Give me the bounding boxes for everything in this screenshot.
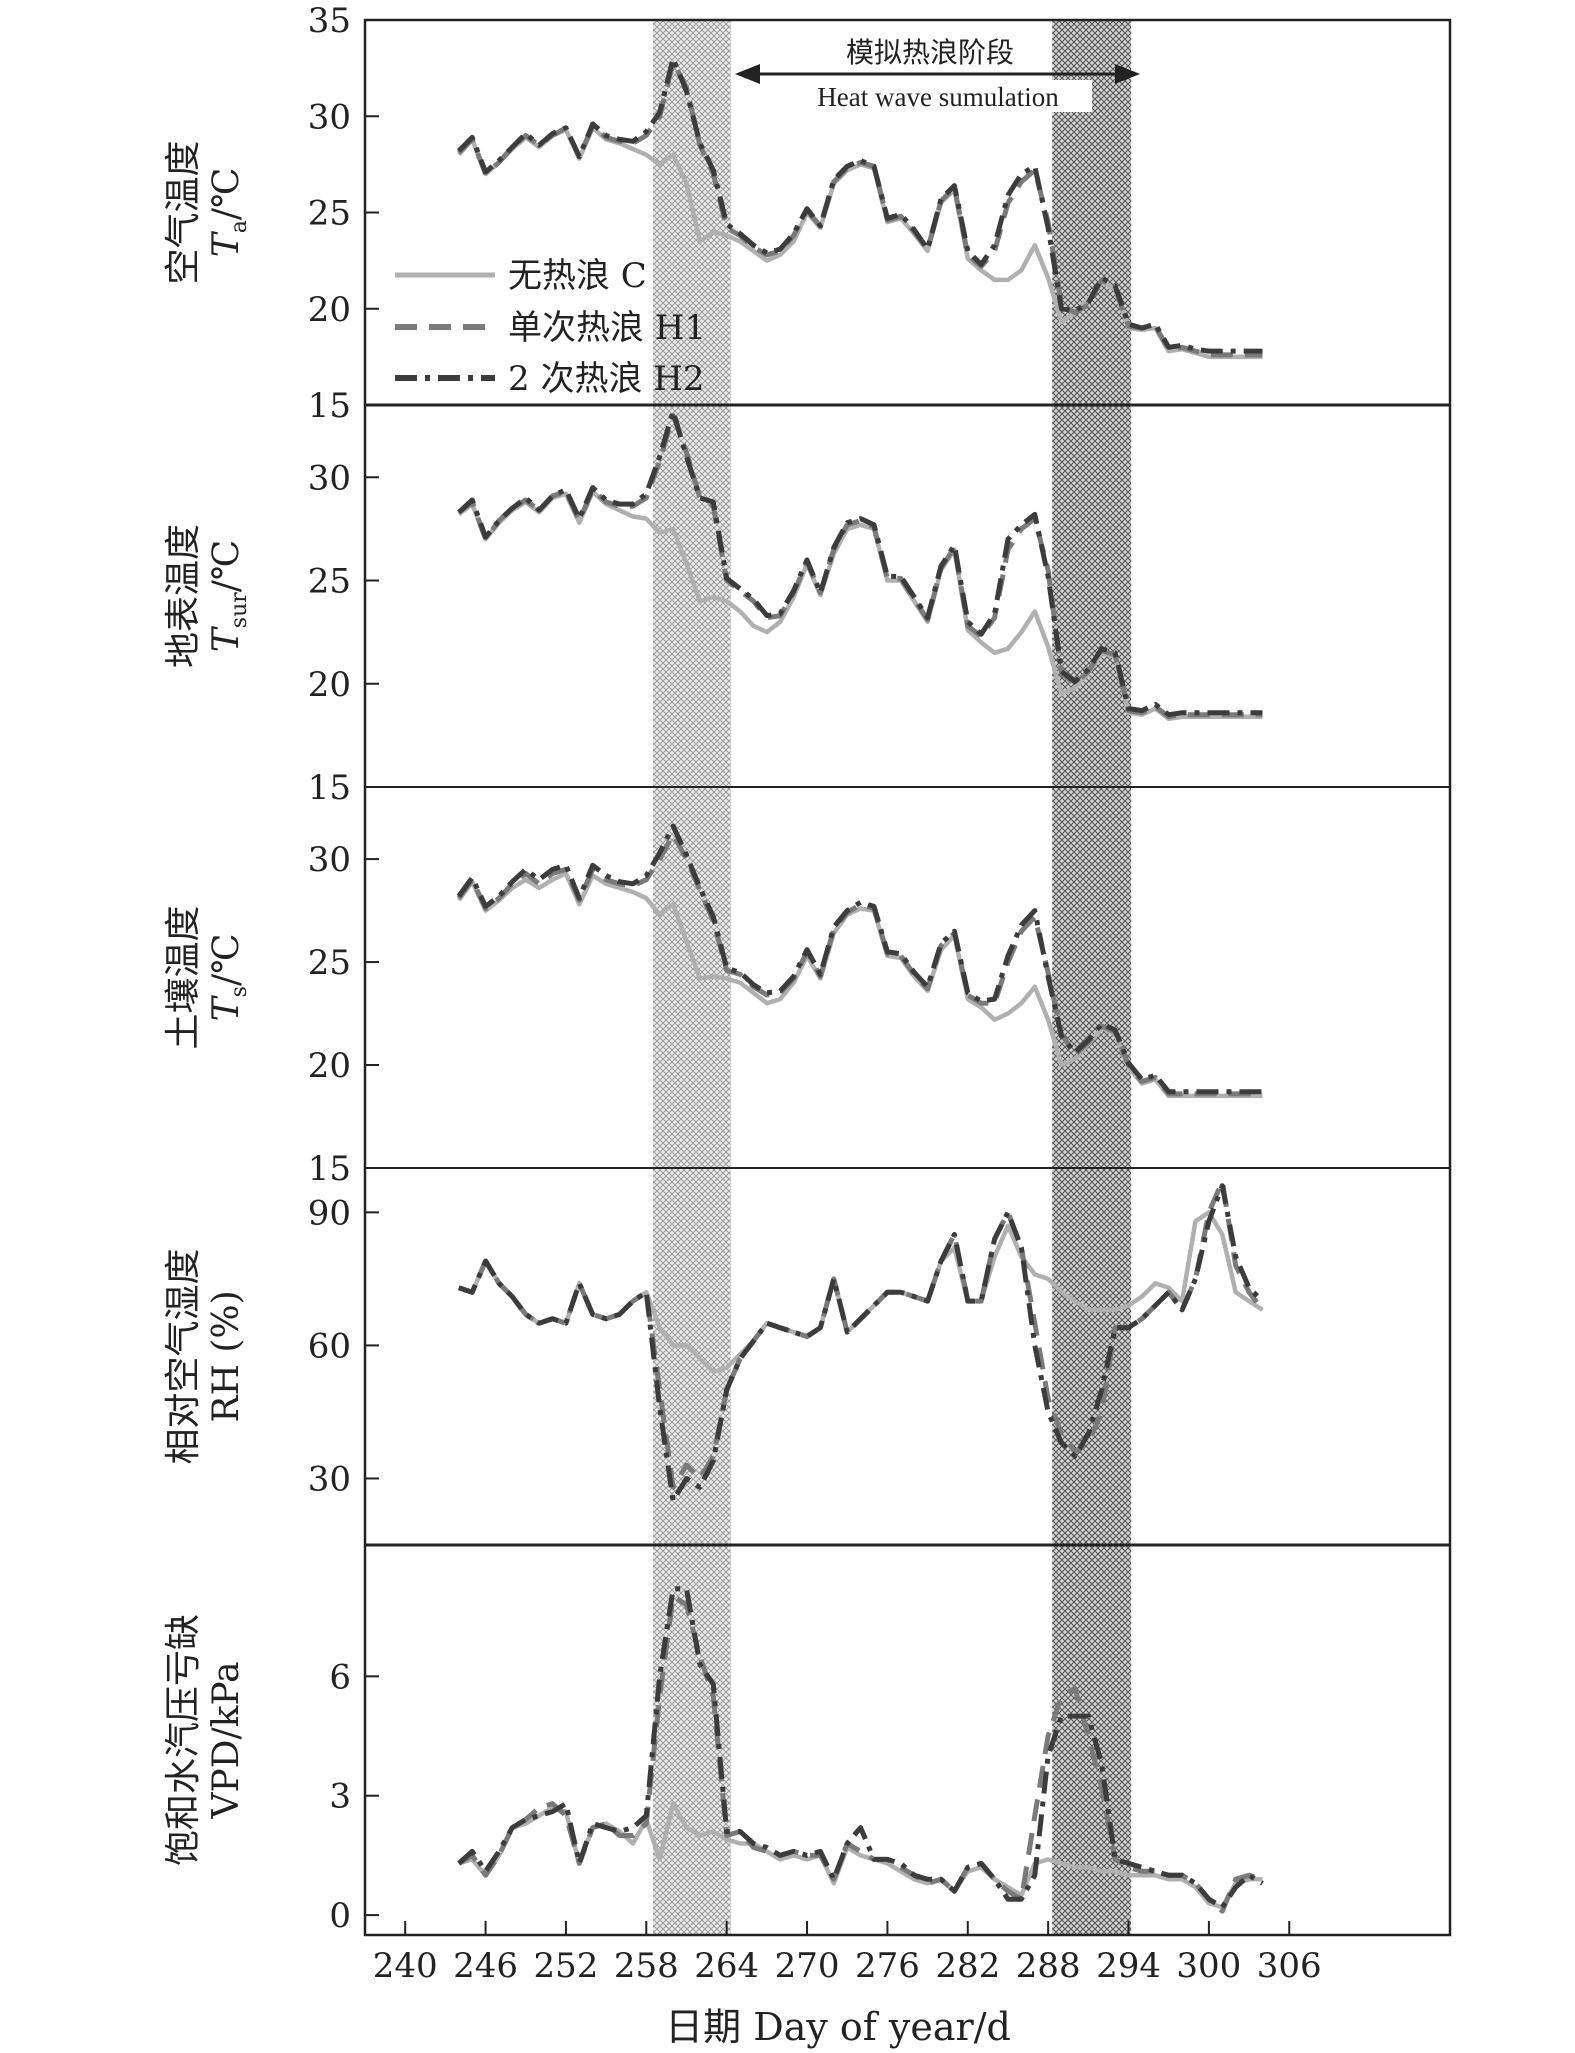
legend-label-c: 无热浪 C: [508, 256, 647, 296]
series-line-h2-panel-4: [458, 1183, 1265, 1504]
x-tick-label: 294: [1096, 1946, 1161, 1986]
y-tick-label: 25: [308, 943, 351, 983]
series-line-h1-panel-3: [456, 831, 1263, 1097]
series-line-h2-panel-5: [457, 1586, 1264, 1910]
heat-wave-annotation: 模拟热浪阶段 Heat wave sumulation: [735, 34, 1140, 112]
y-tick-label: 30: [308, 1459, 351, 1499]
y-axis-label-symbol: Ts/℃: [206, 934, 252, 1022]
series-line-h1-panel-4: [458, 1178, 1265, 1490]
y-tick-label: 20: [308, 290, 351, 330]
y-tick-label: 15: [308, 768, 351, 808]
y-axis-label-cn: 相对空气湿度: [163, 1248, 204, 1464]
y-tick-label: 15: [308, 386, 351, 426]
y-axis-label-cn: 地表温度: [163, 524, 204, 668]
series-line-h1-panel-5: [457, 1594, 1264, 1914]
annotation-arrow-right-icon: [1115, 64, 1140, 84]
y-axis-label-cn: 空气温度: [163, 140, 204, 284]
series-lines: [456, 56, 1265, 1914]
x-tick-label: 300: [1176, 1946, 1241, 1986]
y-axis-label-symbol: VPD/kPa: [206, 1661, 247, 1819]
y-tick-label: 20: [308, 1046, 351, 1086]
legend-label-h1: 单次热浪 H1: [508, 308, 706, 348]
annotation-en: Heat wave sumulation: [817, 82, 1059, 112]
y-tick-label: 3: [329, 1777, 351, 1817]
series-line-c-panel-2: [457, 489, 1263, 722]
x-axis-title: 日期 Day of year/d: [665, 2005, 1011, 2049]
x-tick-label: 246: [453, 1946, 518, 1986]
x-tick-label: 258: [614, 1946, 679, 1986]
y-tick-label: 30: [308, 97, 351, 137]
y-tick-label: 90: [308, 1193, 351, 1233]
y-tick-label: 6: [329, 1657, 351, 1697]
annotation-backdrop-2: [782, 80, 1092, 112]
x-tick-label: 276: [855, 1946, 920, 1986]
x-tick-label: 282: [935, 1946, 1000, 1986]
x-tick-label: 264: [694, 1946, 759, 1986]
legend-label-h2: 2 次热浪 H2: [508, 359, 705, 399]
y-tick-label: 25: [308, 194, 351, 234]
series-line-h2-panel-1: [457, 56, 1263, 354]
y-tick-label: 30: [308, 840, 351, 880]
y-tick-label: 35: [308, 1, 351, 41]
x-tick-label: 288: [1016, 1946, 1081, 1986]
series-line-c-panel-3: [456, 871, 1263, 1099]
series-line-c-panel-4: [458, 1210, 1264, 1375]
series-line-h2-panel-3: [456, 823, 1263, 1095]
axes: [363, 18, 1452, 1937]
y-axis-label-symbol: RH (%): [206, 1290, 247, 1422]
annotation-arrow-left-icon: [735, 64, 760, 84]
plot-frame: [363, 18, 1452, 1937]
y-tick-label: 15: [308, 1149, 351, 1189]
y-tick-label: 0: [329, 1896, 351, 1936]
x-tick-label: 252: [533, 1946, 598, 1986]
series-line-h1-panel-2: [457, 412, 1263, 720]
legend: 无热浪 C 单次热浪 H1 2 次热浪 H2: [395, 256, 706, 399]
y-axis-label-symbol: Tsur/℃: [206, 540, 252, 652]
x-tick-label: 240: [373, 1946, 438, 1986]
y-tick-label: 60: [308, 1326, 351, 1366]
heat-wave-period-2: [1052, 20, 1132, 1935]
axis-labels: 240 246 252 258 264 270 276 282 288 294 300 3061520…: [163, 1, 1322, 1986]
y-axis-label-symbol: Ta/℃: [206, 168, 252, 258]
y-tick-label: 20: [308, 665, 351, 705]
x-tick-label: 306: [1257, 1946, 1322, 1986]
annotation-backdrop: [820, 34, 1040, 68]
annotation-cn: 模拟热浪阶段: [846, 36, 1014, 69]
x-tick-label: 270: [775, 1946, 840, 1986]
y-axis-label-cn: 饱和水汽压亏缺: [163, 1614, 204, 1866]
y-tick-label: 25: [308, 562, 351, 602]
y-axis-label-cn: 土壤温度: [163, 905, 204, 1049]
y-tick-label: 30: [308, 458, 351, 498]
series-line-h2-panel-2: [457, 408, 1263, 718]
